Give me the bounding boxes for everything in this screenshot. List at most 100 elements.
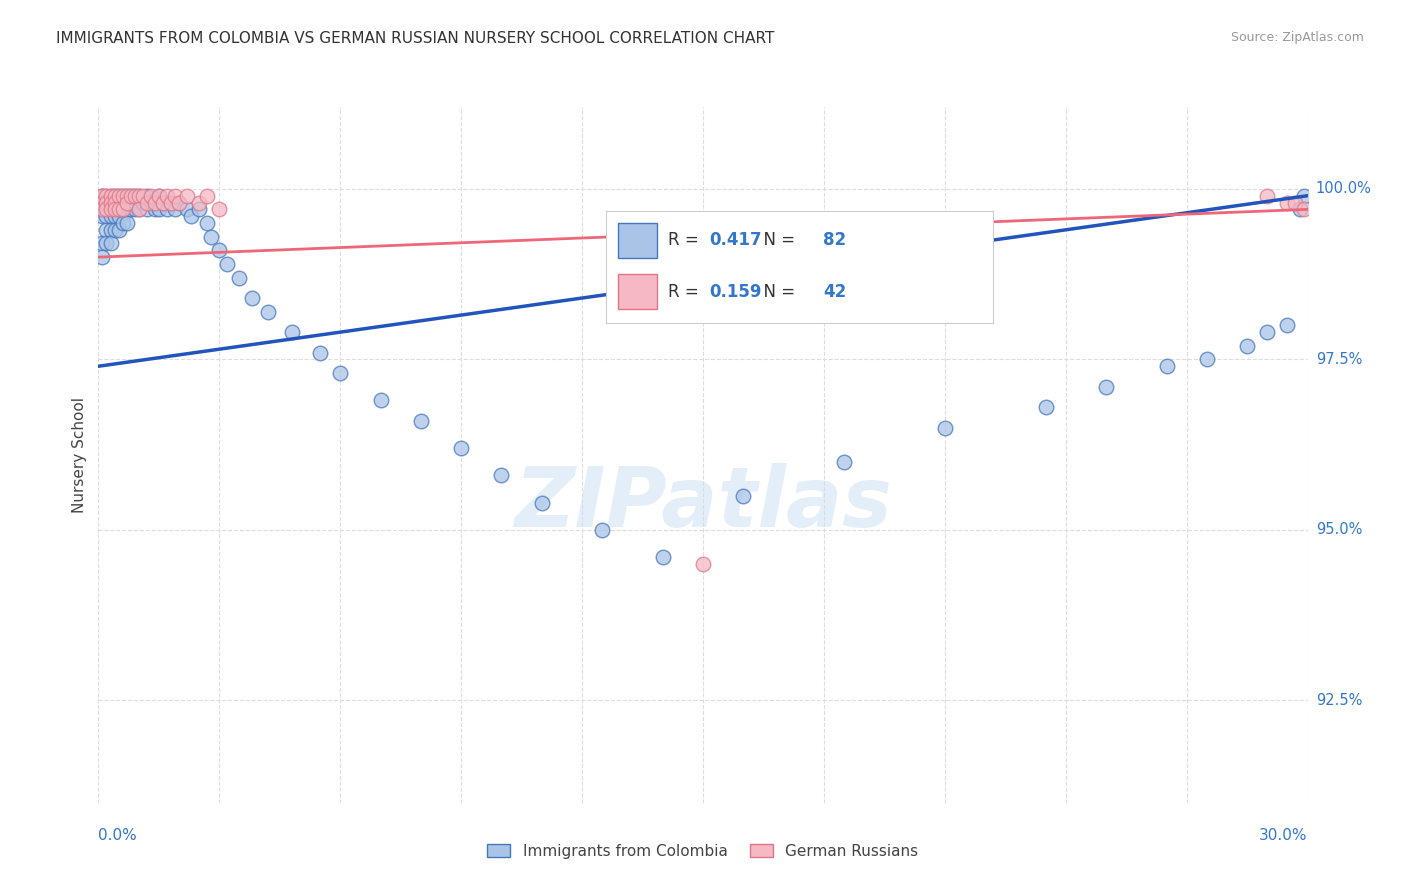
- Point: [91, 209, 114, 223]
- Point: [1095, 380, 1118, 394]
- Point: [115, 216, 138, 230]
- Point: [96, 195, 118, 210]
- Point: [132, 195, 155, 210]
- Point: [107, 223, 129, 237]
- Point: [176, 202, 198, 217]
- Point: [91, 188, 114, 202]
- Point: [200, 229, 222, 244]
- Point: [103, 209, 125, 223]
- Point: [1292, 188, 1315, 202]
- Text: 30.0%: 30.0%: [1260, 828, 1308, 843]
- Point: [100, 188, 122, 202]
- Point: [139, 188, 162, 202]
- Point: [107, 188, 129, 202]
- Y-axis label: Nursery School: Nursery School: [72, 397, 87, 513]
- Point: [120, 188, 142, 202]
- Point: [115, 188, 138, 202]
- Point: [152, 195, 174, 210]
- Point: [103, 195, 125, 210]
- Point: [128, 202, 150, 217]
- Point: [135, 195, 157, 210]
- Point: [111, 188, 134, 202]
- Point: [450, 441, 472, 455]
- Text: Source: ZipAtlas.com: Source: ZipAtlas.com: [1230, 31, 1364, 45]
- Point: [195, 188, 218, 202]
- Point: [256, 304, 278, 318]
- Point: [91, 202, 114, 217]
- Point: [370, 393, 392, 408]
- Point: [1156, 359, 1178, 374]
- Point: [530, 496, 553, 510]
- Point: [120, 202, 142, 217]
- Point: [100, 223, 122, 237]
- Point: [91, 195, 114, 210]
- Point: [128, 202, 150, 217]
- Point: [832, 455, 855, 469]
- Point: [103, 195, 125, 210]
- Point: [111, 188, 134, 202]
- Point: [124, 202, 146, 217]
- Point: [329, 366, 352, 380]
- Point: [100, 209, 122, 223]
- Point: [115, 202, 138, 217]
- Point: [180, 209, 202, 223]
- Point: [167, 195, 190, 210]
- Point: [135, 188, 157, 202]
- Point: [103, 188, 125, 202]
- Point: [120, 188, 142, 202]
- Point: [107, 188, 129, 202]
- Point: [100, 202, 122, 217]
- Point: [1292, 202, 1315, 217]
- Point: [107, 209, 129, 223]
- Point: [111, 202, 134, 217]
- Point: [1277, 318, 1299, 333]
- Point: [107, 202, 129, 217]
- Point: [156, 188, 179, 202]
- Point: [100, 195, 122, 210]
- Point: [148, 202, 170, 217]
- Point: [100, 202, 122, 217]
- Point: [91, 188, 114, 202]
- Point: [91, 236, 114, 251]
- Text: 92.5%: 92.5%: [1316, 693, 1362, 708]
- Point: [91, 202, 114, 217]
- Point: [1277, 195, 1299, 210]
- Point: [163, 202, 186, 217]
- Point: [1256, 188, 1278, 202]
- Point: [103, 202, 125, 217]
- Point: [132, 188, 155, 202]
- Point: [103, 188, 125, 202]
- Point: [100, 195, 122, 210]
- Point: [1256, 325, 1278, 339]
- Point: [115, 188, 138, 202]
- Point: [107, 202, 129, 217]
- Point: [156, 202, 179, 217]
- Point: [195, 216, 218, 230]
- Point: [96, 202, 118, 217]
- Point: [100, 188, 122, 202]
- Text: 95.0%: 95.0%: [1316, 523, 1362, 538]
- Point: [934, 420, 956, 434]
- Point: [692, 557, 714, 571]
- Point: [163, 188, 186, 202]
- Point: [491, 468, 513, 483]
- Point: [208, 202, 231, 217]
- Point: [143, 195, 166, 210]
- Point: [208, 244, 231, 258]
- Text: IMMIGRANTS FROM COLOMBIA VS GERMAN RUSSIAN NURSERY SCHOOL CORRELATION CHART: IMMIGRANTS FROM COLOMBIA VS GERMAN RUSSI…: [56, 31, 775, 46]
- Point: [96, 209, 118, 223]
- Point: [1288, 202, 1310, 217]
- Point: [733, 489, 755, 503]
- Point: [651, 550, 673, 565]
- Point: [124, 188, 146, 202]
- Legend: Immigrants from Colombia, German Russians: Immigrants from Colombia, German Russian…: [481, 838, 925, 864]
- Point: [143, 202, 166, 217]
- Point: [96, 188, 118, 202]
- Point: [160, 195, 183, 210]
- Point: [139, 195, 162, 210]
- Text: ZIPatlas: ZIPatlas: [515, 463, 891, 544]
- Point: [281, 325, 304, 339]
- Text: 0.0%: 0.0%: [98, 828, 138, 843]
- Text: 97.5%: 97.5%: [1316, 352, 1362, 367]
- Point: [167, 195, 190, 210]
